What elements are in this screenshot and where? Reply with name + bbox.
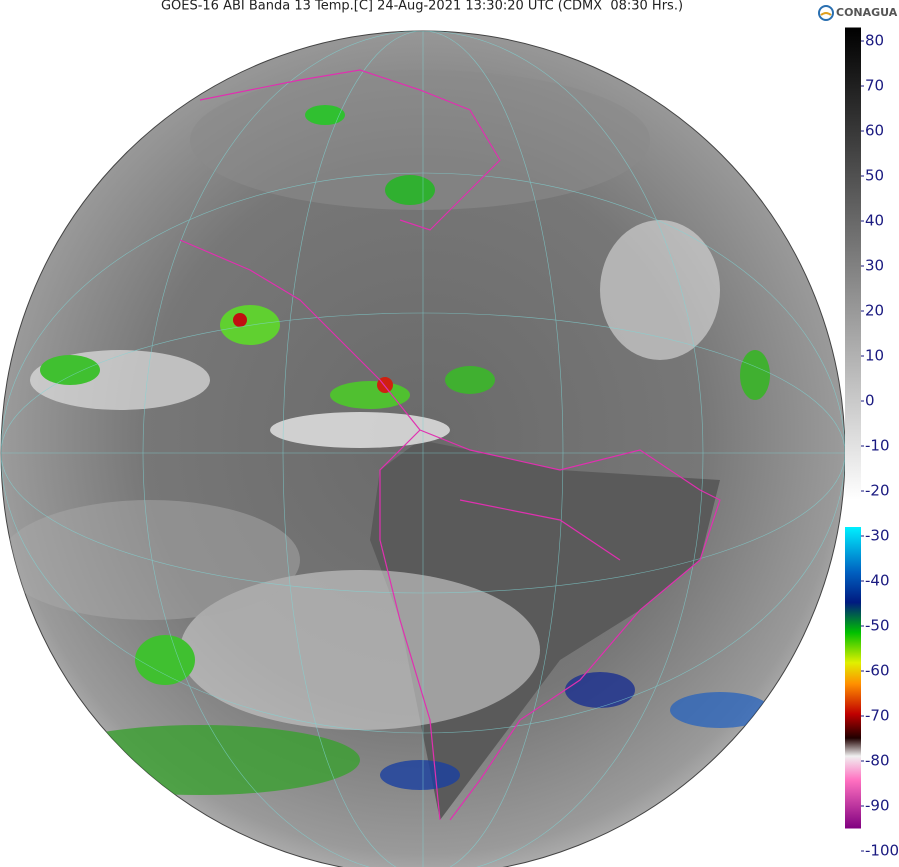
colorbar-tick-label: -30 xyxy=(865,527,890,545)
colorbar-tick-label: -50 xyxy=(865,617,890,635)
colorbar-tick-label: 40 xyxy=(865,212,884,230)
logo: CONAGUA xyxy=(818,5,898,21)
colorbar-tick-label: -100 xyxy=(865,842,899,860)
colorbar-color xyxy=(845,527,861,829)
colorbar-tick-label: -80 xyxy=(865,752,890,770)
colorbar-tick-label: 60 xyxy=(865,122,884,140)
colorbar-tick-label: -90 xyxy=(865,797,890,815)
logo-text: CONAGUA xyxy=(836,6,898,19)
colorbar-tick-label: -70 xyxy=(865,707,890,725)
colorbar: 80 70 60 50 40 30 20 10 0 -10 -20 -30 -40 -50 -60 -70 -8… xyxy=(845,27,899,860)
globe xyxy=(0,30,846,867)
colorbar-tick-label: 20 xyxy=(865,302,884,320)
colorbar-gray xyxy=(845,27,861,500)
colorbar-tick-label: 50 xyxy=(865,167,884,185)
colorbar-tick-label: 30 xyxy=(865,257,884,275)
colorbar-tick-label: 10 xyxy=(865,347,884,365)
colorbar-tick-label: -40 xyxy=(865,572,890,590)
colorbar-tick-label: 70 xyxy=(865,77,884,95)
colorbar-tick-label: -10 xyxy=(865,437,890,455)
colorbar-tick-label: 80 xyxy=(865,32,884,50)
image-title: GOES-16 ABI Banda 13 Temp.[C] 24-Aug-202… xyxy=(161,0,683,14)
colorbar-tick-label: -60 xyxy=(865,662,890,680)
colorbar-tick-label: 0 xyxy=(865,392,875,410)
colorbar-tick-label: -20 xyxy=(865,482,890,500)
